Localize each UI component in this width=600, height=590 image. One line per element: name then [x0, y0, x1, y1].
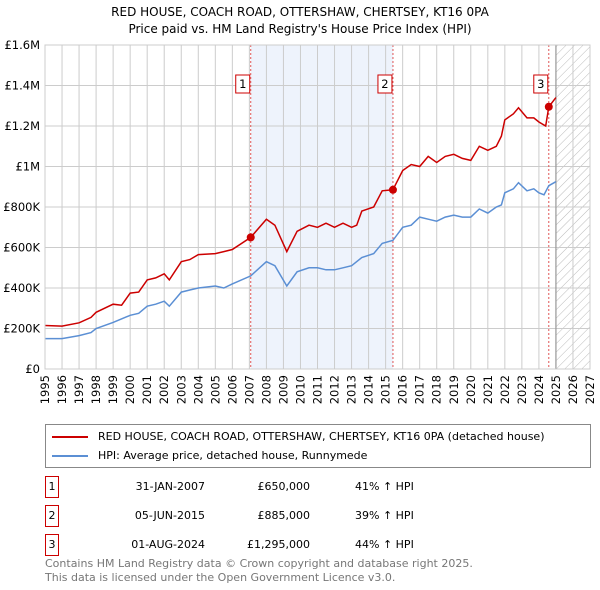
y-tick-label: £0	[25, 362, 40, 376]
legend-item-hpi: HPI: Average price, detached house, Runn…	[52, 449, 367, 463]
legend-swatch-blue	[52, 455, 88, 457]
x-tick-label: 2000	[123, 375, 137, 404]
marker-badge: 1	[45, 476, 59, 498]
x-tick-label: 2016	[396, 375, 410, 404]
legend-item-property: RED HOUSE, COACH ROAD, OTTERSHAW, CHERTS…	[52, 430, 545, 444]
x-tick-label: 2001	[140, 375, 154, 404]
transaction-price: £1,295,000	[247, 538, 310, 551]
y-tick-label: £1.2M	[4, 119, 40, 133]
sale-marker-box	[377, 74, 393, 94]
transaction-hpi: 44% ↑ HPI	[355, 538, 414, 551]
property-series-line	[44, 97, 557, 327]
y-tick-label: £800K	[3, 200, 40, 214]
x-tick-label: 2017	[413, 375, 427, 404]
transaction-hpi: 39% ↑ HPI	[355, 509, 414, 522]
transaction-price: £885,000	[257, 509, 311, 522]
marker-badge: 2	[45, 505, 59, 527]
x-tick-label: 2010	[293, 375, 307, 404]
y-tick-label: £1.6M	[4, 38, 40, 52]
x-tick-label: 2023	[515, 375, 529, 404]
transaction-date: 01-AUG-2024	[131, 538, 205, 551]
sale-point	[246, 233, 255, 242]
transaction-row: 1 31-JAN-2007 £650,000 41% ↑ HPI	[45, 476, 445, 498]
legend-label: RED HOUSE, COACH ROAD, OTTERSHAW, CHERTS…	[98, 430, 545, 443]
x-tick-label: 2008	[259, 375, 273, 404]
x-tick-label: 1999	[106, 375, 120, 404]
x-tick-label: 1996	[55, 375, 69, 404]
x-tick-label: 2021	[481, 375, 495, 404]
transaction-price: £650,000	[257, 480, 311, 493]
legend-swatch-red	[52, 436, 88, 438]
x-tick-label: 2024	[532, 375, 546, 404]
y-tick-label: £1.4M	[4, 79, 40, 93]
sale-point	[544, 102, 553, 111]
x-tick-label: 2027	[583, 375, 597, 404]
chart-title: RED HOUSE, COACH ROAD, OTTERSHAW, CHERTS…	[111, 5, 489, 19]
hpi-series-line	[45, 181, 557, 340]
price-chart: RED HOUSE, COACH ROAD, OTTERSHAW, CHERTS…	[3, 5, 597, 404]
sale-marker-label: 1	[239, 77, 246, 91]
x-tick-label: 1998	[89, 375, 103, 404]
sale-marker-box	[533, 74, 549, 94]
footer-line: Contains HM Land Registry data © Crown c…	[45, 557, 473, 570]
x-tick-label: 2015	[379, 375, 393, 404]
sale-marker-label: 3	[537, 77, 544, 91]
sale-point	[388, 185, 397, 194]
x-tick-label: 2018	[430, 375, 444, 404]
x-tick-label: 2020	[464, 375, 478, 404]
marker-badge: 3	[45, 534, 59, 556]
sale-marker-box	[235, 74, 251, 94]
y-tick-label: £600K	[3, 241, 40, 255]
x-tick-label: 2003	[174, 375, 188, 404]
x-tick-label: 2012	[328, 375, 342, 404]
x-tick-label: 2006	[225, 375, 239, 404]
legend: RED HOUSE, COACH ROAD, OTTERSHAW, CHERTS…	[45, 424, 591, 468]
transaction-hpi: 41% ↑ HPI	[355, 480, 414, 493]
y-tick-label: £1M	[15, 160, 40, 174]
plot-frame	[44, 44, 591, 370]
x-tick-label: 2019	[447, 375, 461, 404]
x-tick-label: 1995	[38, 375, 52, 404]
transaction-date: 31-JAN-2007	[135, 480, 205, 493]
x-tick-label: 2025	[549, 375, 563, 404]
x-tick-label: 2026	[566, 375, 580, 404]
transaction-date: 05-JUN-2015	[134, 509, 205, 522]
transaction-row: 3 01-AUG-2024 £1,295,000 44% ↑ HPI	[45, 534, 445, 556]
transaction-row: 2 05-JUN-2015 £885,000 39% ↑ HPI	[45, 505, 445, 527]
y-tick-label: £400K	[3, 281, 40, 295]
x-tick-label: 2022	[498, 375, 512, 404]
legend-label: HPI: Average price, detached house, Runn…	[98, 449, 368, 462]
x-tick-label: 2014	[362, 375, 376, 404]
y-tick-label: £200K	[3, 322, 40, 336]
footer-line: This data is licensed under the Open Gov…	[45, 571, 396, 584]
x-tick-label: 2004	[191, 375, 205, 404]
x-tick-label: 2011	[311, 375, 325, 404]
x-tick-label: 2005	[208, 375, 222, 404]
chart-subtitle: Price paid vs. HM Land Registry's House …	[128, 22, 471, 36]
x-tick-label: 1997	[72, 375, 86, 404]
x-tick-label: 2009	[276, 375, 290, 404]
footer: Contains HM Land Registry data © Crown c…	[45, 557, 473, 585]
x-tick-label: 2013	[345, 375, 359, 404]
sale-marker-label: 2	[381, 77, 388, 91]
x-tick-label: 2007	[242, 375, 256, 404]
x-tick-label: 2002	[157, 375, 171, 404]
